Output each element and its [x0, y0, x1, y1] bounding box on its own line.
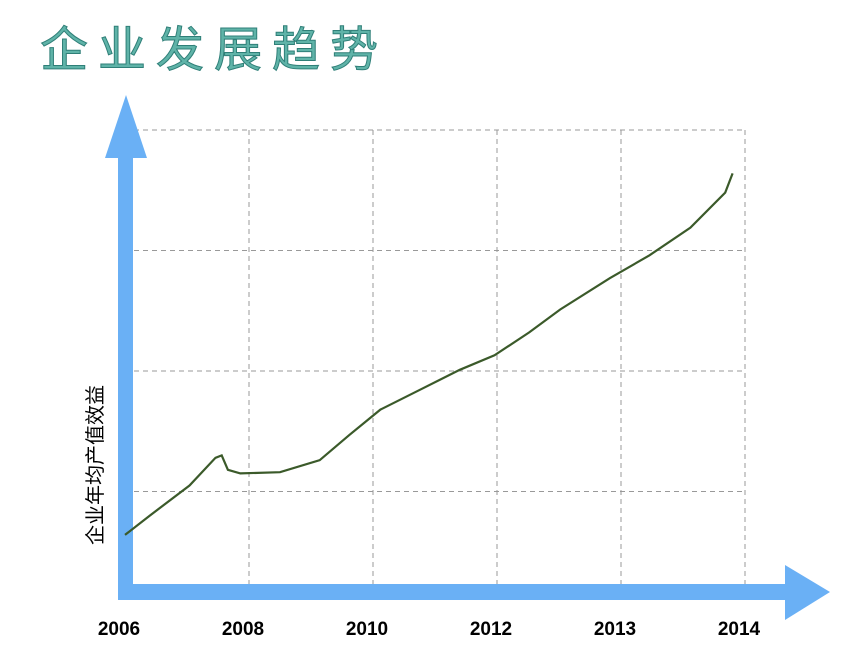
line [124, 173, 734, 536]
x-axis-arrow [785, 565, 830, 620]
y-axis-label: 企业年均产值效益 [84, 385, 107, 545]
x-axis [118, 584, 790, 600]
x-tick-label: 2008 [222, 619, 264, 640]
x-tick-label: 2014 [718, 619, 761, 640]
x-tick-label: 2013 [594, 619, 636, 640]
y-axis [118, 150, 133, 600]
chart-title: 企业发展趋势 [40, 22, 388, 78]
x-tick-label: 2010 [346, 619, 388, 640]
x-tick-label: 2012 [470, 619, 512, 640]
y-axis-arrow [105, 95, 147, 158]
grid [125, 129, 746, 592]
x-tick-label: 2006 [98, 619, 140, 640]
